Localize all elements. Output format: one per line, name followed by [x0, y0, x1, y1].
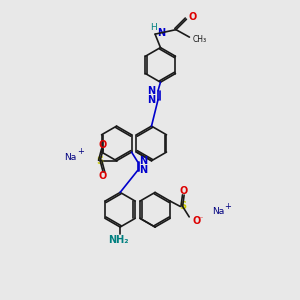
Text: O: O: [99, 140, 107, 150]
Text: N: N: [147, 94, 156, 104]
Text: CH₃: CH₃: [192, 35, 206, 44]
Text: +: +: [77, 147, 84, 156]
Text: +: +: [224, 202, 231, 211]
Text: O: O: [180, 186, 188, 196]
Text: NH₂: NH₂: [108, 235, 129, 244]
Text: O: O: [188, 12, 197, 22]
Text: O: O: [192, 216, 200, 226]
Text: Na: Na: [64, 153, 76, 162]
Text: N: N: [140, 156, 148, 166]
Text: N: N: [158, 28, 166, 38]
Text: S: S: [179, 201, 186, 212]
Text: O: O: [99, 171, 107, 181]
Text: H: H: [150, 23, 157, 32]
Text: Na: Na: [212, 207, 225, 216]
Text: N: N: [147, 85, 156, 96]
Text: ⁻: ⁻: [198, 214, 202, 224]
Text: S: S: [97, 156, 104, 166]
Text: N: N: [140, 165, 148, 175]
